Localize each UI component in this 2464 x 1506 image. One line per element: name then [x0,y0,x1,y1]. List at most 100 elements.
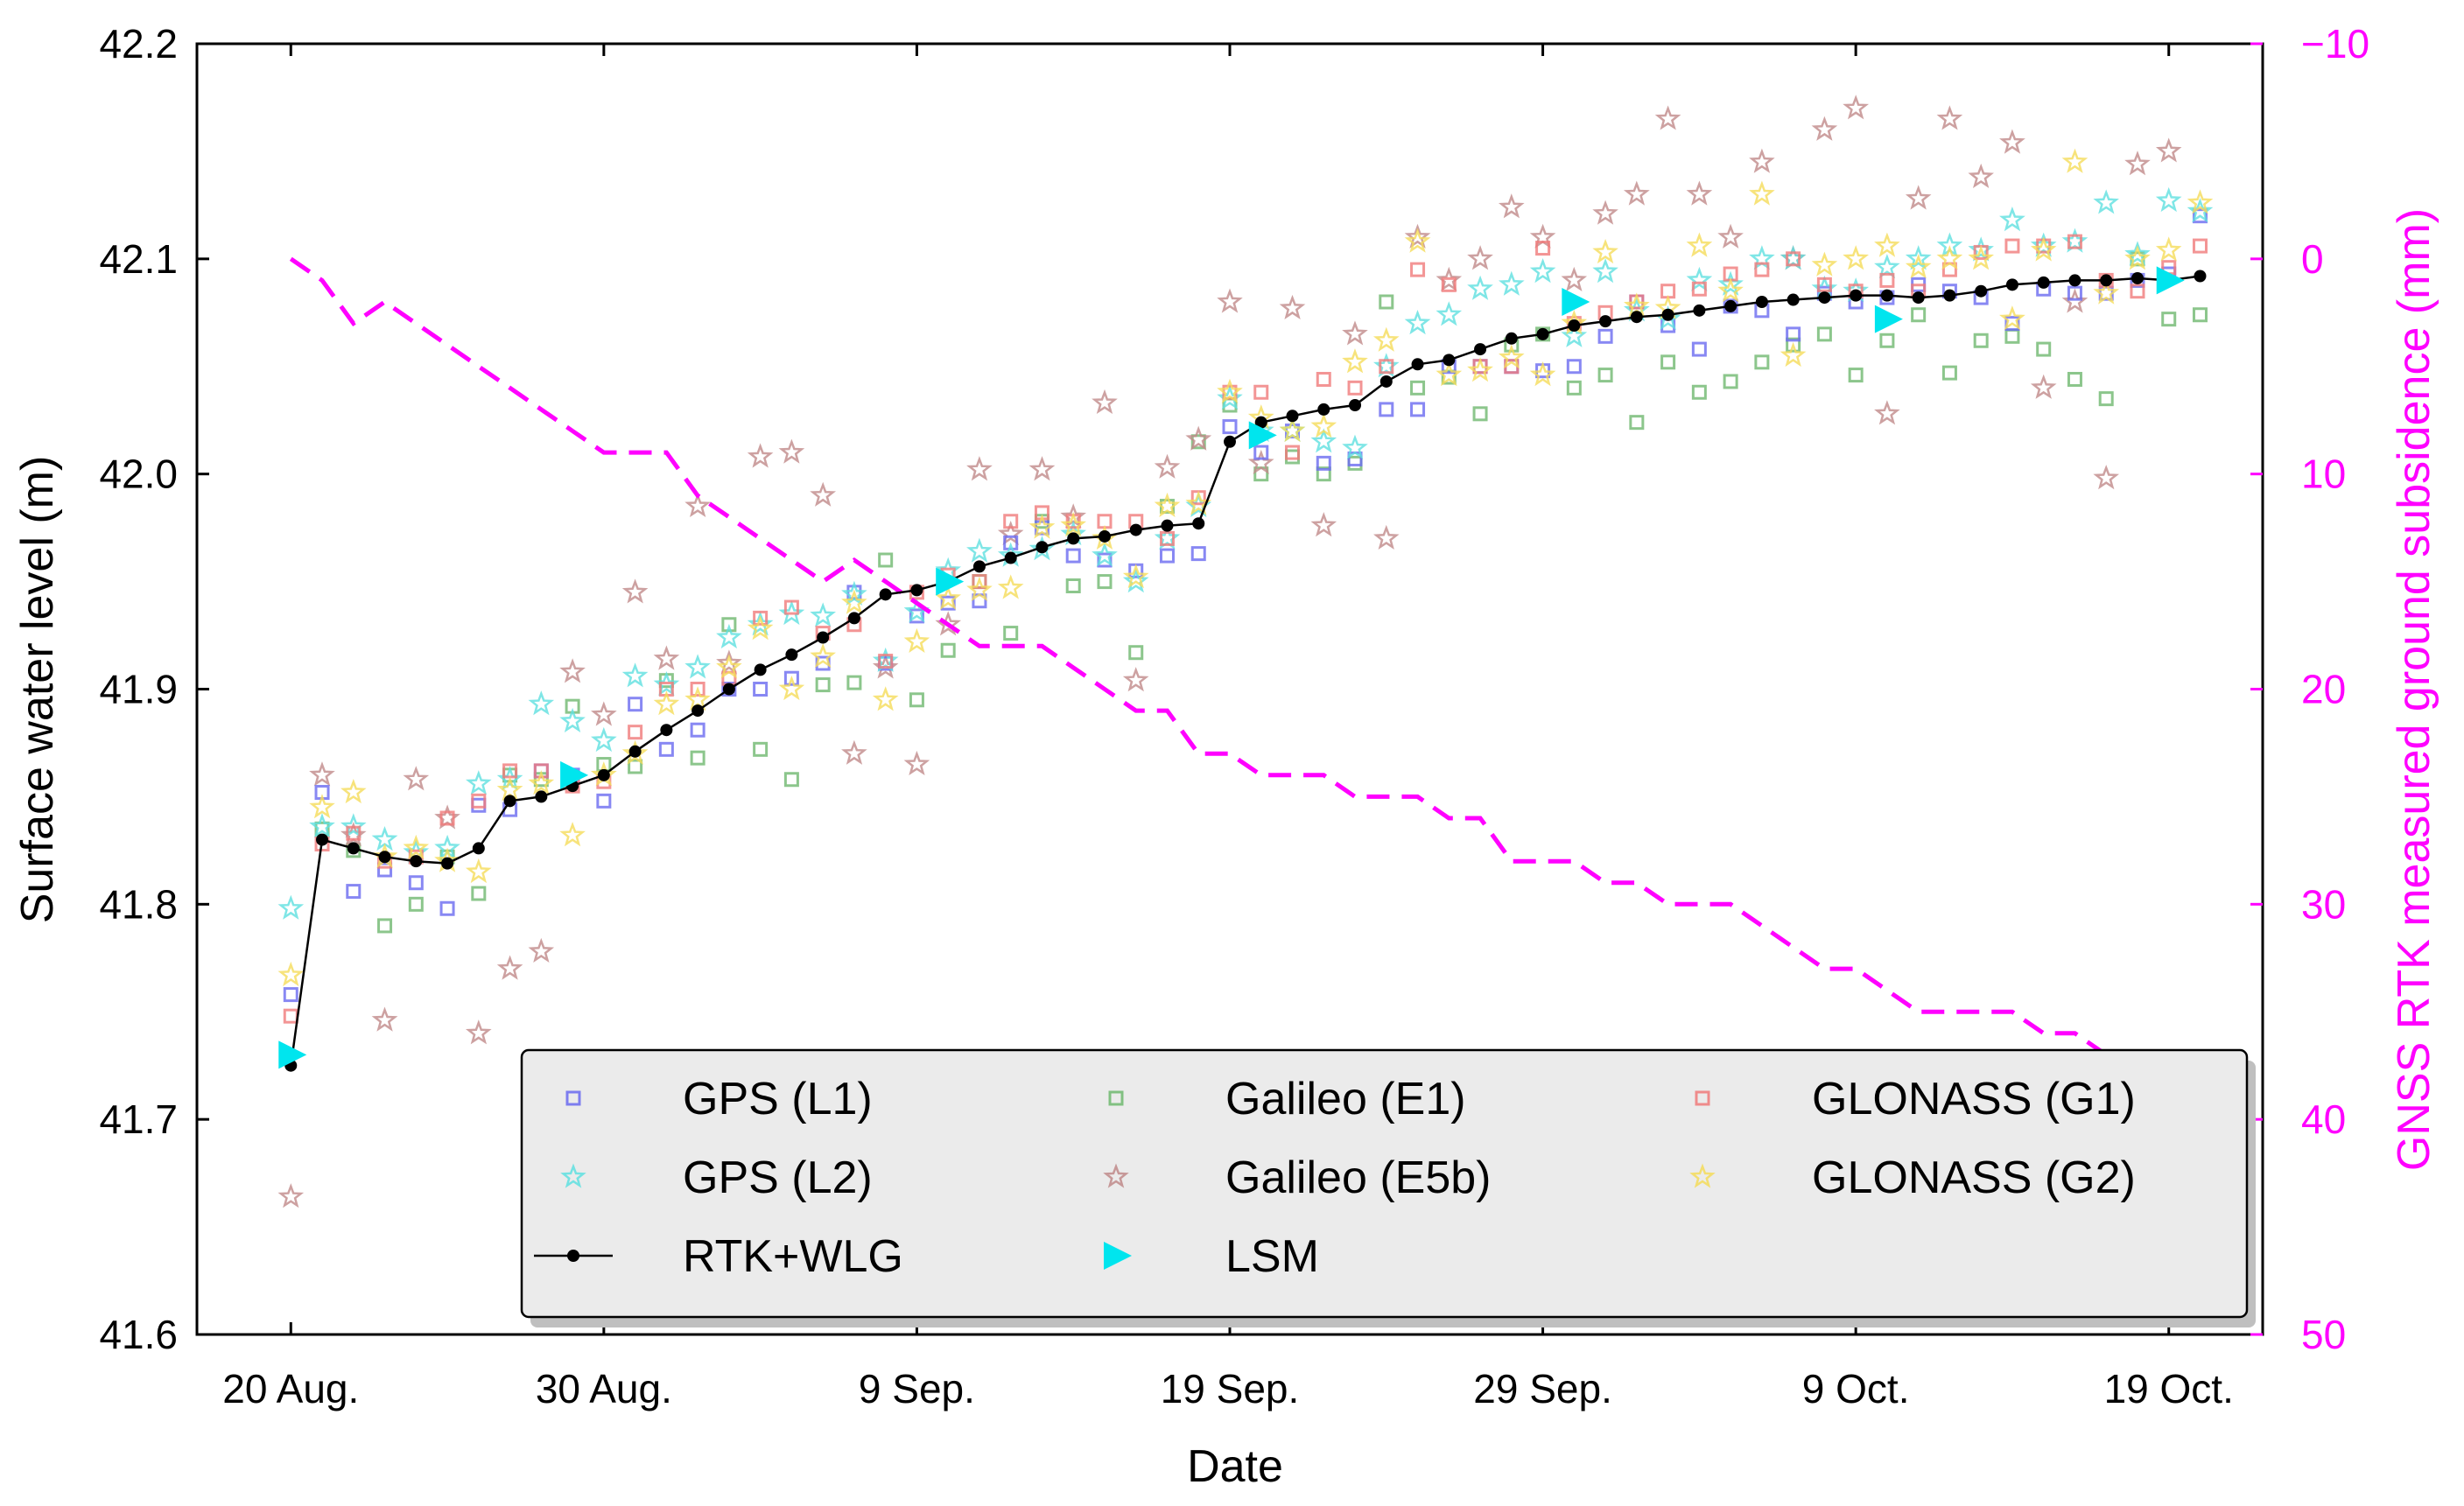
lsm-point [560,760,589,789]
rtk-wlg-point [1317,403,1330,416]
galileo_e1-point [1816,326,1832,342]
rtk-wlg-line [290,275,2201,1066]
galileo_e5b-point [1279,294,1306,319]
glonass_g1-point [1285,445,1301,460]
galileo_e5b-point [1999,129,2025,154]
glonass_g1-point [1379,359,1394,375]
gps_l2-point [778,599,805,626]
galileo_e5b-point [465,1019,492,1045]
rtk-wlg-point [1505,332,1518,345]
galileo_e5b-point [1185,425,1212,451]
glonass_g1-point [1253,384,1269,400]
glonass_g2-point [966,576,993,601]
rtk-wlg-point [1411,358,1424,371]
galileo_e5b-point [1811,116,1838,141]
glonass_g2-point [1122,564,1149,589]
gps_l2-point [1968,236,1994,262]
glonass_g2-point [1342,348,1368,374]
glonass_g2-point [1217,378,1243,403]
gps_l1-point [1190,546,1206,562]
galileo_e5b-point [747,443,774,468]
galileo_e1-point [471,886,487,901]
gps_l2-point [559,707,586,732]
galileo_e1-point [1629,415,1645,431]
glonass_g2-point [997,574,1024,599]
gps_l1-point [1597,328,1613,344]
galileo_e1-point [878,552,894,568]
x-axis-title: Date [1187,1441,1283,1492]
glonass_g1-point [628,725,643,740]
galileo_e5b-point [496,955,523,980]
galileo_e5b-point [1404,223,1431,249]
legend-label: GLONASS (G2) [1812,1152,2136,1203]
galileo_e1-point [1065,578,1081,593]
glonass_g2-point [841,589,867,614]
glonass_g1-point [533,763,549,779]
legend-entry-glonass_g2: GLONASS (G2) [1689,1152,2136,1203]
gps_l1-point [596,793,612,809]
gps_l2-point [1436,301,1463,326]
gps_l1-point [690,722,706,738]
gps_l1-point [1379,402,1394,417]
galileo_e5b-point [684,492,711,518]
galileo_e5b-point [1373,524,1400,550]
legend-label: GPS (L1) [683,1074,873,1124]
galileo_e5b-point [2124,151,2151,176]
glonass_g2-point [1811,251,1838,277]
y-tick-label: 41.8 [99,881,178,927]
galileo_e5b-point [434,804,460,830]
legend-marker [1104,1242,1132,1270]
x-tick-label: 19 Oct. [2104,1366,2234,1411]
rtk-wlg-point [2068,274,2081,287]
series-galileo_e1 [314,251,2208,934]
glonass_g2-point [2124,245,2151,270]
gps_l2-point [1092,542,1118,567]
glonass_g2-point [1060,512,1087,537]
legend-entry-gps_l1: GPS (L1) [565,1074,873,1124]
galileo_e1-point [1316,466,1331,482]
glonass_g2-point [2093,279,2120,305]
glonass_g2-point [653,690,680,716]
glonass_g2-point [528,770,555,795]
galileo_e5b-point [841,739,867,765]
legend-label: Galileo (E1) [1225,1074,1466,1124]
rtk-wlg-point [1443,354,1456,367]
gps_l2-point [1154,524,1181,550]
gps_l2-point [716,623,742,649]
gps_l2-point [653,671,680,697]
rtk-wlg-point [1787,293,1800,306]
gps_l2-point [966,537,993,563]
rtk-wlg-point [1035,541,1049,554]
y2-tick-label: 30 [2301,881,2346,927]
glonass_g2-point [1154,492,1181,518]
galileo_e1-point [1973,333,1989,348]
gps_l2-point [810,602,836,627]
rtk-wlg-point [910,584,923,597]
glonass_g1-point [1410,262,1426,277]
glonass_g1-point [1879,272,1895,288]
rtk-wlg-point [1004,551,1017,564]
legend-entry-galileo_e1: Galileo (E1) [1108,1074,1466,1124]
galileo_e1-point [1410,380,1426,396]
galileo_e5b-point [528,937,555,963]
legend-box [520,1048,2249,1319]
galileo_e5b-point [403,766,430,791]
glonass_g2-point [1310,413,1337,438]
lsm-point [278,1040,307,1069]
gps_l1-point [1316,455,1331,471]
galileo_e5b-point [653,645,680,670]
rtk-wlg-point [2131,271,2144,284]
gps_l2-point [277,894,305,920]
glonass_g1-point [972,574,987,590]
gps_l2-point [1217,385,1243,410]
y-tick-label: 42.0 [99,452,178,497]
legend-label: LSM [1225,1231,1319,1282]
glonass_g1-point [471,793,487,809]
galileo_e5b-point [1436,266,1463,291]
glonass_g2-point [1436,361,1463,387]
galileo_e1-point [1472,406,1488,422]
gps_l1-point [1786,326,1801,342]
galileo_e5b-point [2061,288,2088,313]
galileo_e1-point [1911,307,1927,323]
rtk-wlg-point [785,648,798,662]
